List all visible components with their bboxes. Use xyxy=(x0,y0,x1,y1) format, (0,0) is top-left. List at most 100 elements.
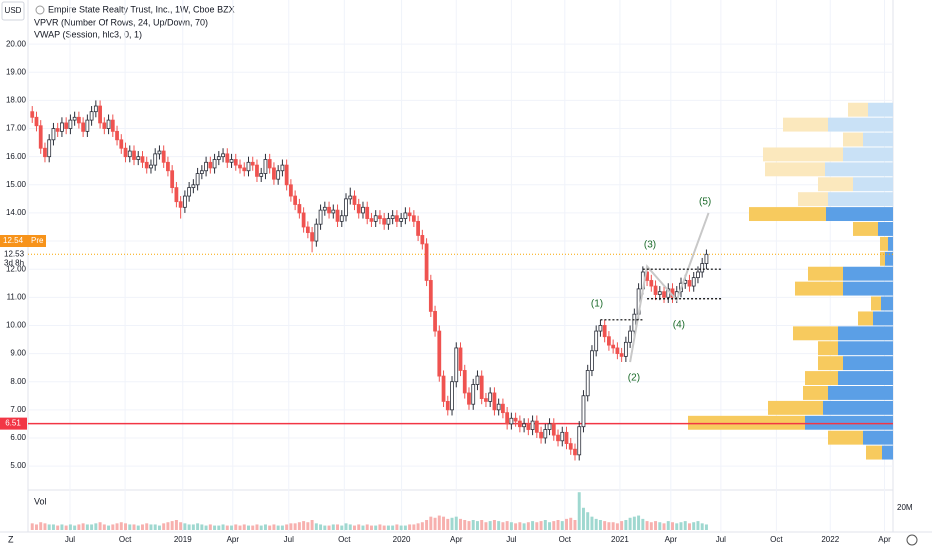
vpvr-up xyxy=(863,132,893,147)
candle-body xyxy=(272,167,276,180)
volume-bar xyxy=(107,525,111,530)
volume-bar xyxy=(174,520,178,530)
volume-bar xyxy=(77,524,81,530)
indicator[interactable]: VWAP (Session, hlc3, 0, 1) xyxy=(34,29,142,39)
candle-body xyxy=(361,206,365,214)
candle-body xyxy=(289,184,293,197)
x-tick-label: Apr xyxy=(450,535,463,544)
candle-body xyxy=(602,325,607,338)
candle-body xyxy=(526,423,531,430)
volume-bar xyxy=(603,521,607,530)
x-tick-label: Jul xyxy=(716,535,726,544)
volume-bar xyxy=(30,523,34,530)
vpvr-down xyxy=(763,147,843,162)
indicator[interactable]: VPVR (Number Of Rows, 24, Up/Down, 70) xyxy=(34,17,208,27)
volume-bar xyxy=(573,520,577,530)
vpvr-up xyxy=(826,207,893,222)
logo xyxy=(35,5,45,15)
volume-bar xyxy=(187,524,191,530)
candle-body xyxy=(577,426,582,456)
vpvr-down xyxy=(818,341,838,356)
candle-body xyxy=(484,398,488,402)
vpvr-down xyxy=(880,251,885,266)
volume-bar xyxy=(492,520,496,530)
toolbar-button[interactable]: Z xyxy=(8,534,14,544)
candle-body xyxy=(183,195,187,208)
volume-bar xyxy=(560,521,564,530)
candle-body xyxy=(428,280,433,312)
candle-body xyxy=(623,341,628,357)
vpvr-down xyxy=(818,177,853,192)
candle-body xyxy=(115,130,119,141)
candle-body xyxy=(250,161,255,166)
candle-body xyxy=(373,215,378,222)
volume-bar xyxy=(590,516,594,530)
volume-bar xyxy=(611,522,615,530)
candle-body xyxy=(348,195,353,200)
vpvr-up xyxy=(878,222,893,236)
volume-bar xyxy=(416,523,420,530)
candle-body xyxy=(653,285,658,295)
volume-bar xyxy=(263,524,267,530)
vpvr-up xyxy=(882,445,893,460)
volume-bar xyxy=(649,522,653,530)
candle-body xyxy=(551,423,556,436)
volume-bar xyxy=(450,517,454,530)
candle-body xyxy=(149,164,153,169)
volume-bar xyxy=(607,522,611,530)
volume-bar xyxy=(687,523,691,530)
x-tick-label: Jul xyxy=(65,535,75,544)
x-tick-label: Oct xyxy=(559,535,572,544)
candle-body xyxy=(30,111,35,118)
y-tick-label: 16.00 xyxy=(6,152,27,161)
vpvr-down xyxy=(828,430,863,445)
candle-body xyxy=(607,336,611,346)
volume-bar xyxy=(675,523,679,530)
candle-body xyxy=(517,420,522,428)
vpvr-up xyxy=(805,415,893,430)
candle-body xyxy=(259,173,264,177)
volume-bar xyxy=(314,523,318,530)
price-label-box xyxy=(0,417,27,430)
volume-bar xyxy=(170,521,174,530)
candle-body xyxy=(267,159,272,169)
candle-body xyxy=(301,212,306,228)
candle-body xyxy=(174,187,179,203)
volume-bar xyxy=(552,521,556,530)
x-tick-label: 2022 xyxy=(821,535,839,544)
volume-bar xyxy=(514,523,518,530)
vpvr-up xyxy=(825,162,893,177)
volume-bar xyxy=(632,516,636,530)
candle-body xyxy=(615,347,620,354)
volume-bar xyxy=(586,512,590,530)
volume-bar xyxy=(39,522,43,530)
wave-label: (2) xyxy=(628,373,640,384)
volume-bar xyxy=(399,525,403,530)
volume-label: Vol xyxy=(34,496,47,506)
candle-body xyxy=(208,161,213,169)
volume-bar xyxy=(208,524,212,530)
candle-body xyxy=(492,392,497,411)
volume-bar xyxy=(539,521,543,530)
volume-bar xyxy=(51,524,55,530)
volume-bar xyxy=(98,522,102,530)
currency-box[interactable] xyxy=(1,1,25,21)
candle-body xyxy=(691,277,696,287)
volume-bar xyxy=(658,522,662,530)
volume-bar xyxy=(340,525,344,530)
candle-body xyxy=(310,232,314,242)
settings-icon[interactable] xyxy=(906,534,918,546)
wave-label: (4) xyxy=(673,320,685,331)
volume-bar xyxy=(369,525,373,530)
candle-body xyxy=(390,215,395,219)
candle-body xyxy=(85,119,90,132)
volume-bar xyxy=(56,525,60,530)
candle-body xyxy=(233,159,238,166)
volume-bar xyxy=(344,523,348,530)
candle-body xyxy=(696,271,700,279)
vpvr-up xyxy=(868,102,893,117)
candle-body xyxy=(479,375,484,399)
